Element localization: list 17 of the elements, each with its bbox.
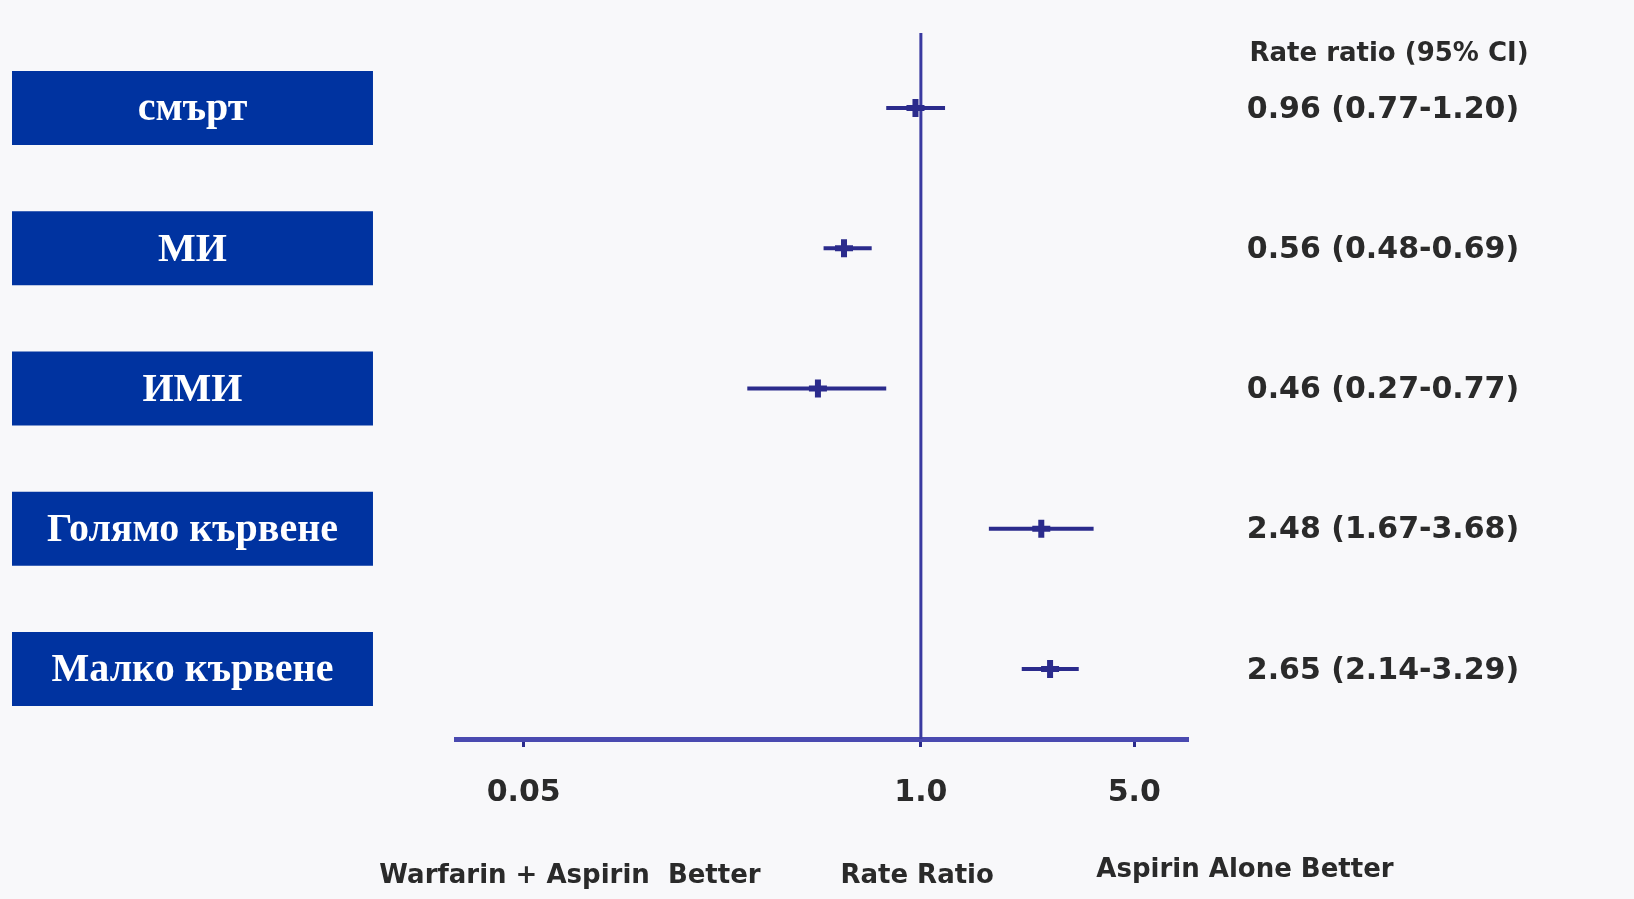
- y-tick-label: Малко кървене: [51, 645, 334, 691]
- data-label: 0.46 (0.27-0.77): [1246, 370, 1520, 406]
- y-tick-label: Голямо кървене: [47, 505, 338, 551]
- text: Rate ratio (95% CI): [1249, 36, 1529, 67]
- text: Aspirin Alone Better: [1096, 852, 1394, 883]
- x-tick-label: 1.0: [894, 772, 948, 808]
- data-label: 0.56 (0.48-0.69): [1246, 230, 1520, 266]
- x-tick-label: 0.05: [486, 772, 561, 808]
- text: Warfarin + Aspirin Better: [379, 858, 761, 889]
- y-tick-label: МИ: [158, 224, 227, 270]
- data-label: 2.65 (2.14-3.29): [1246, 650, 1520, 686]
- data-label: 0.96 (0.77-1.20): [1246, 89, 1520, 125]
- y-tick-label: смърт: [137, 84, 248, 130]
- x-axis-title: Rate Ratio: [840, 858, 994, 889]
- y-tick-label: ИМИ: [142, 364, 243, 410]
- x-tick-label: 5.0: [1107, 772, 1161, 808]
- data-label: 2.48 (1.67-3.68): [1246, 510, 1520, 546]
